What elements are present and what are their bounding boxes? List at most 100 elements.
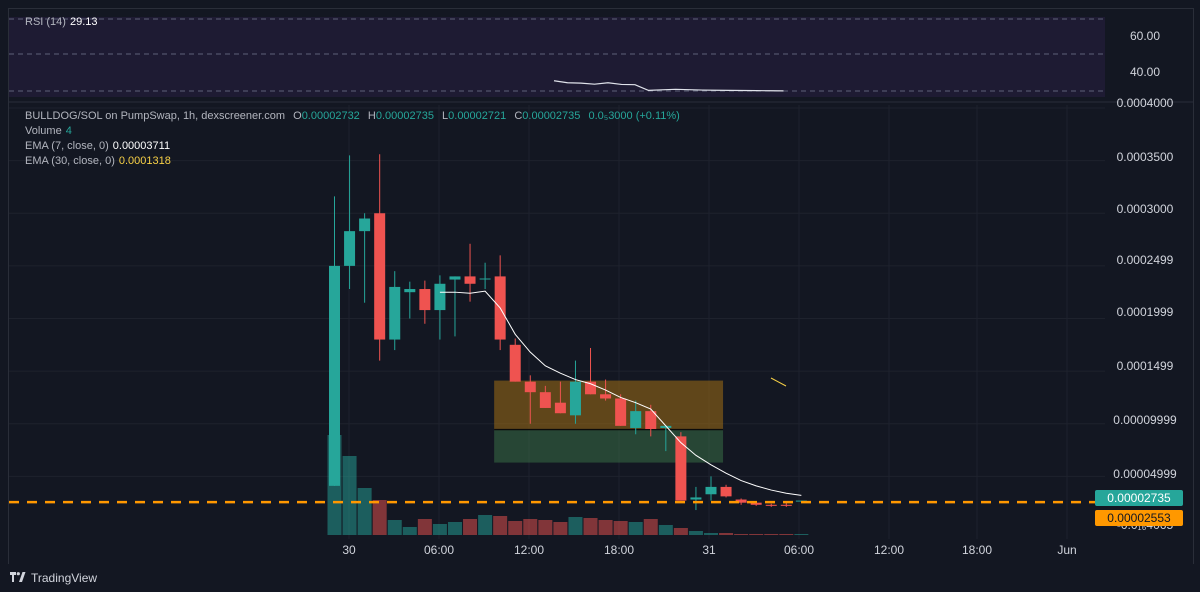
candle[interactable] [705,476,717,501]
time-tick: 06:00 [784,543,814,557]
volume-bar [417,519,432,535]
volume-bar [478,515,493,535]
candle[interactable] [479,262,491,290]
volume-bar [372,500,387,535]
price-tick: 0.0003000 [1117,202,1174,216]
volume-bars [327,435,809,535]
volume-bar [357,488,372,535]
volume-bar [658,525,673,535]
volume-bar [734,534,749,535]
footer: TradingView [0,564,1200,592]
volume-bar [688,531,703,535]
tradingview-logo-icon [10,572,26,582]
candle[interactable] [720,484,732,498]
volume-value: 4 [65,125,72,137]
candle[interactable] [735,498,747,505]
candle[interactable] [389,271,401,351]
rsi-pane [9,17,1105,97]
time-tick: 06:00 [424,543,454,557]
candle[interactable] [554,381,566,414]
price-tick: 0.0004000 [1117,96,1174,110]
price-grid [9,105,1105,539]
ema7-legend: EMA (7, close, 0) 0.00003711 [25,140,171,152]
time-tick: 30 [342,543,356,557]
ema30-segment [770,377,787,387]
time-axis[interactable]: 30 06:00 12:00 18:00 31 06:00 12:00 18:00 Jun [342,543,1076,557]
time-tick: Jun [1057,543,1076,557]
brand-name: TradingView [31,571,98,585]
rsi-legend: RSI (14) 29.13 [25,16,98,29]
last-price-tag: 0.00002735 [1095,490,1183,507]
tradingview-brand[interactable]: TradingView [10,571,97,585]
symbol-title[interactable]: BULLDOG/SOL on PumpSwap, 1h, dexscreener… [25,110,286,122]
volume-bar [463,519,478,535]
rsi-line [553,80,784,92]
volume-bar [447,522,462,535]
candle[interactable] [404,281,416,319]
volume-bar [342,456,357,535]
price-tick: 0.0002499 [1117,253,1174,267]
price-tick: 0.00009999 [1113,413,1177,427]
volume-bar [613,521,628,535]
volume-legend: Volume 4 [25,125,72,137]
chart-frame: 0.0004000 0.0003500 0.0003000 0.0002499 0.00… [8,8,1194,566]
high-value: 0.00002735 [375,110,434,122]
open-value: 0.00002732 [301,110,360,122]
candle[interactable] [464,243,476,302]
time-tick: 18:00 [962,543,992,557]
volume-bar [583,518,598,535]
candle[interactable] [660,425,672,452]
volume-bar [764,534,779,535]
candle[interactable] [765,503,777,507]
position-box[interactable] [494,380,724,463]
volume-bar [553,522,568,535]
candle[interactable] [449,276,461,337]
candle[interactable] [524,375,536,424]
chart-canvas[interactable]: 0.0004000 0.0003500 0.0003000 0.0002499 0.00… [9,9,1193,565]
candle[interactable] [690,486,702,511]
candle[interactable] [569,360,581,424]
volume-bar [568,517,583,535]
rsi-tick: 60.00 [1130,29,1160,43]
ema30-legend: EMA (30, close, 0) 0.0001318 [25,155,171,167]
target-zone[interactable] [494,429,724,463]
volume-bar [704,533,718,535]
rsi-value: 29.13 [69,16,98,28]
candle[interactable] [419,280,431,324]
price-tick: 0.0001999 [1117,305,1174,319]
ema7-value: 0.00003711 [112,140,171,152]
candle[interactable] [615,394,627,426]
low-value: 0.00002721 [448,110,507,122]
volume-bar [432,524,447,535]
rsi-tick: 40.00 [1130,65,1160,79]
candle[interactable] [374,154,386,361]
volume-bar [643,519,658,535]
volume-bar [402,527,417,535]
time-tick: 18:00 [604,543,634,557]
candle[interactable] [539,385,551,408]
volume-bar [523,519,538,535]
price-tick: 0.0001499 [1117,359,1174,373]
candle[interactable] [509,338,521,382]
candle[interactable] [359,213,371,303]
price-axis[interactable]: 0.0004000 0.0003500 0.0003000 0.0002499 0.00… [1113,96,1177,532]
candle[interactable] [675,432,687,501]
volume-bar [628,522,643,535]
volume-bar [749,534,764,535]
candle[interactable] [494,255,506,351]
time-tick: 12:00 [874,543,904,557]
candle[interactable] [434,275,446,340]
candle[interactable] [329,196,340,486]
time-tick: 31 [702,543,716,557]
candle[interactable] [780,502,792,507]
volume-bar [538,520,553,535]
candle[interactable] [645,404,657,437]
rsi-label: RSI (14) [25,16,66,28]
candle[interactable] [630,400,642,435]
candle[interactable] [585,347,597,395]
price-tick: 0.00004999 [1113,467,1177,481]
volume-bar [719,533,734,535]
candle[interactable] [344,155,356,290]
position-price-tag: 0.00002553 [1095,510,1183,527]
close-value: 0.00002735 [522,110,581,122]
